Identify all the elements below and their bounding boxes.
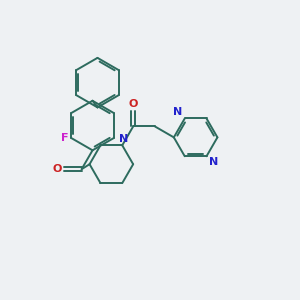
Text: O: O bbox=[128, 99, 138, 109]
Text: F: F bbox=[61, 133, 68, 143]
Text: N: N bbox=[208, 157, 218, 167]
Text: O: O bbox=[52, 164, 62, 174]
Text: N: N bbox=[173, 107, 183, 118]
Text: N: N bbox=[118, 134, 128, 144]
